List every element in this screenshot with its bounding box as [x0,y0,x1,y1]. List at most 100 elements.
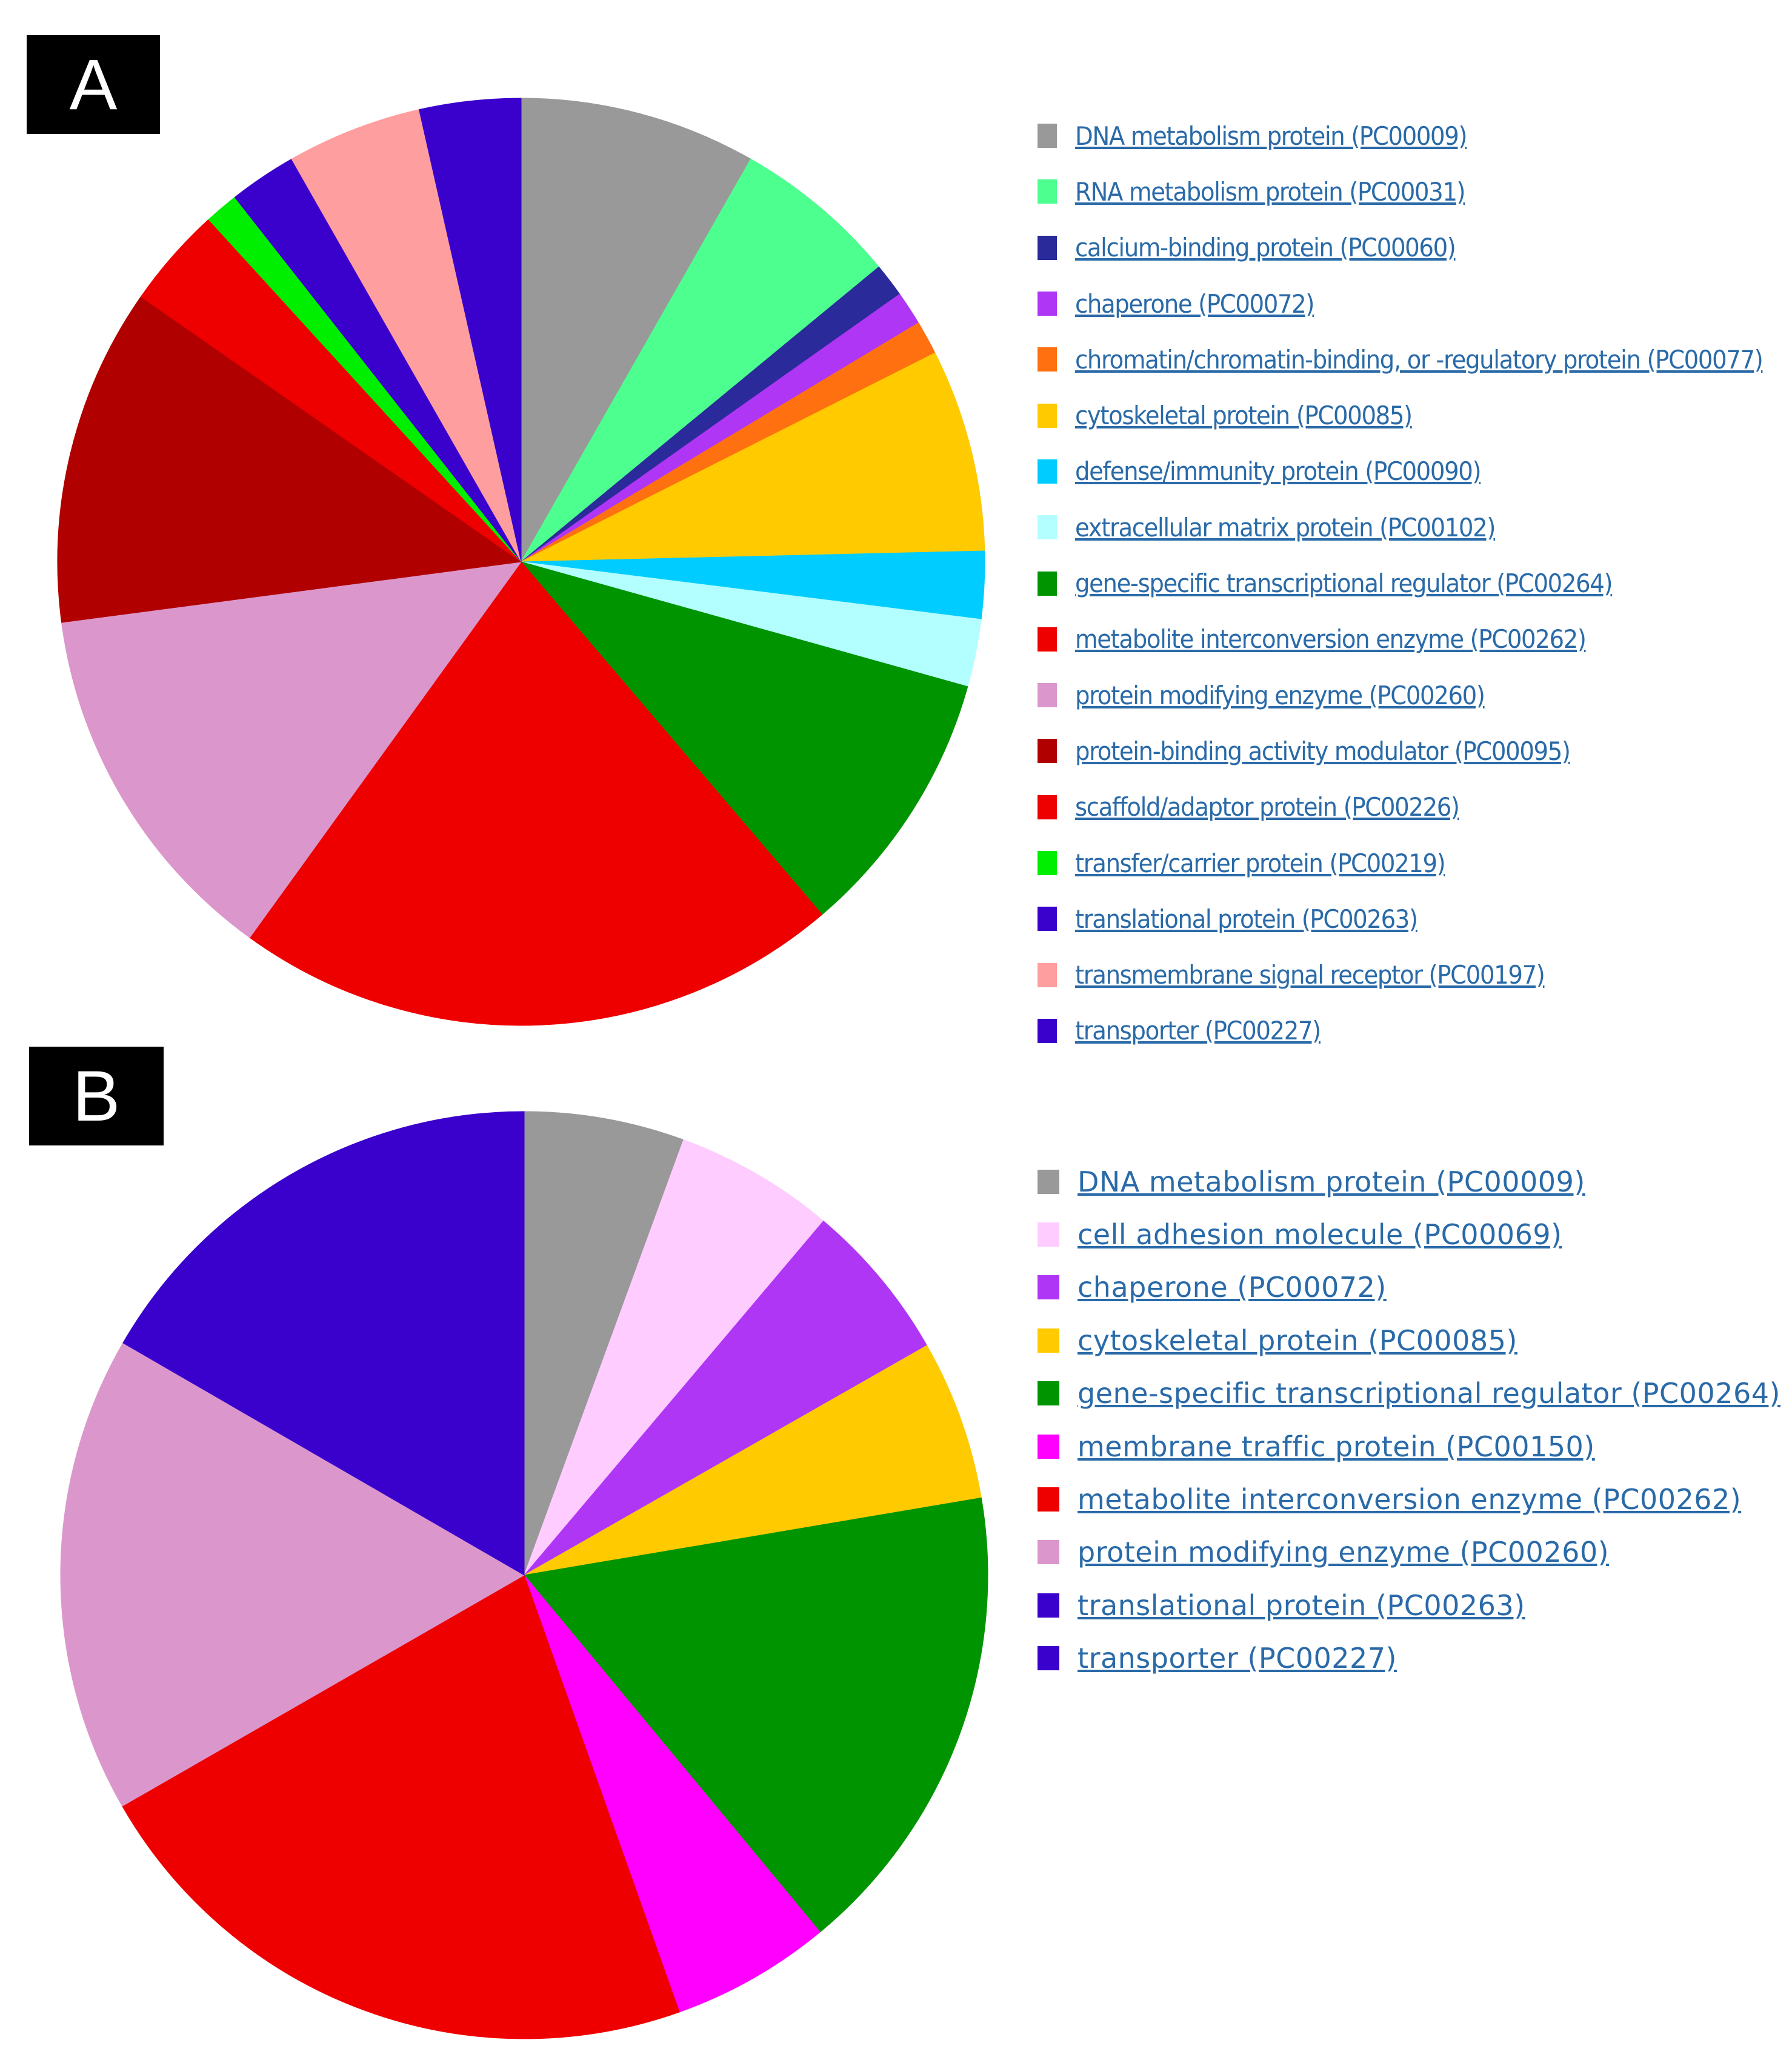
legend-b: DNA metabolism protein (PC00009) cell adh… [1038,1155,1780,1685]
pie-slice [520,561,968,915]
legend-swatch [1038,459,1057,484]
legend-item[interactable]: RNA metabolism protein (PC00031) [1038,164,1792,219]
legend-link[interactable]: metabolite interconversion enzyme (PC002… [1075,624,1587,655]
legend-item[interactable]: translational protein (PC00263) [1038,1579,1780,1632]
pie-slice [524,1575,821,2013]
legend-item[interactable]: membrane traffic protein (PC00150) [1038,1420,1780,1473]
legend-link[interactable]: RNA metabolism protein (PC00031) [1075,176,1466,207]
legend-swatch [1038,627,1057,652]
legend-item[interactable]: transporter (PC00227) [1038,1632,1780,1685]
legend-link[interactable]: gene-specific transcriptional regulator … [1075,568,1613,599]
legend-item[interactable]: scaffold/adaptor protein (PC00226) [1038,779,1792,835]
legend-item[interactable]: cytoskeletal protein (PC00085) [1038,387,1792,443]
legend-link[interactable]: scaffold/adaptor protein (PC00226) [1075,792,1460,822]
pie-slice [227,1111,525,1576]
legend-link[interactable]: membrane traffic protein (PC00150) [1078,1430,1595,1463]
pie-slice [521,352,985,562]
legend-item[interactable]: protein-binding activity modulator (PC00… [1038,723,1792,779]
legend-link[interactable]: protein modifying enzyme (PC00260) [1075,680,1485,710]
legend-swatch [1038,1593,1059,1618]
legend-swatch [1038,1169,1059,1194]
legend-link[interactable]: transmembrane signal receptor (PC00197) [1075,960,1545,990]
pie-slice [524,1497,988,1933]
legend-swatch [1038,1434,1059,1459]
legend-item[interactable]: protein modifying enzyme (PC00260) [1038,667,1792,723]
pie-slice [418,98,522,562]
legend-link[interactable]: translational protein (PC00263) [1075,904,1418,934]
legend-link[interactable]: calcium-binding protein (PC00060) [1075,233,1456,263]
legend-swatch [1038,795,1057,819]
legend-link[interactable]: chaperone (PC00072) [1078,1271,1387,1304]
legend-swatch [1038,1275,1059,1300]
legend-swatch [1038,1328,1059,1353]
pie-slice [57,296,522,623]
legend-a: DNA metabolism protein (PC00009) RNA meta… [1038,108,1792,1059]
legend-link[interactable]: chaperone (PC00072) [1075,288,1314,319]
legend-swatch [1038,1222,1059,1247]
pie-chart-a [57,98,985,1026]
legend-link[interactable]: protein-binding activity modulator (PC00… [1075,736,1571,766]
legend-link[interactable]: DNA metabolism protein (PC00009) [1075,121,1468,151]
legend-swatch [1038,1018,1057,1043]
pie-slice [291,109,522,562]
legend-item[interactable]: protein modifying enzyme (PC00260) [1038,1526,1780,1579]
legend-item[interactable]: chaperone (PC00072) [1038,1261,1780,1314]
legend-link[interactable]: extracellular matrix protein (PC00102) [1075,512,1496,542]
pie-slice [61,561,522,938]
legend-swatch [1038,1381,1059,1406]
legend-item[interactable]: cell adhesion molecule (PC00069) [1038,1208,1780,1261]
pie-slice [122,1575,680,2039]
legend-item[interactable]: gene-specific transcriptional regulator … [1038,1367,1780,1420]
legend-item[interactable]: transmembrane signal receptor (PC00197) [1038,947,1792,1002]
legend-item[interactable]: DNA metabolism protein (PC00009) [1038,108,1792,164]
legend-item[interactable]: transfer/carrier protein (PC00219) [1038,835,1792,891]
legend-swatch [1038,403,1057,428]
legend-item[interactable]: cytoskeletal protein (PC00085) [1038,1314,1780,1367]
legend-link[interactable]: transporter (PC00227) [1078,1642,1397,1675]
legend-link[interactable]: gene-specific transcriptional regulator … [1078,1377,1780,1410]
legend-link[interactable]: DNA metabolism protein (PC00009) [1078,1165,1585,1198]
legend-swatch [1038,739,1057,764]
legend-item[interactable]: translational protein (PC00263) [1038,891,1792,947]
legend-item[interactable]: chromatin/chromatin-binding, or -regulat… [1038,332,1792,387]
legend-swatch [1038,347,1057,372]
legend-link[interactable]: transporter (PC00227) [1075,1016,1321,1046]
legend-item[interactable]: calcium-binding protein (PC00060) [1038,220,1792,276]
legend-swatch [1038,179,1057,204]
legend-swatch [1038,1540,1059,1565]
pie-slice [122,1218,525,1576]
panel-label-a: A [27,35,160,134]
legend-link[interactable]: metabolite interconversion enzyme (PC002… [1078,1483,1742,1516]
legend-swatch [1038,292,1057,316]
legend-link[interactable]: cytoskeletal protein (PC00085) [1075,401,1413,431]
pie-slice [249,561,823,1026]
legend-item[interactable]: transporter (PC00227) [1038,1003,1792,1059]
pie-slice [521,158,879,562]
legend-item[interactable]: metabolite interconversion enzyme (PC002… [1038,612,1792,667]
legend-item[interactable]: DNA metabolism protein (PC00009) [1038,1155,1780,1208]
legend-link[interactable]: chromatin/chromatin-binding, or -regulat… [1075,344,1764,375]
legend-item[interactable]: gene-specific transcriptional regulator … [1038,555,1792,611]
legend-link[interactable]: cell adhesion molecule (PC00069) [1078,1218,1562,1252]
legend-swatch [1038,962,1057,987]
legend-link[interactable]: transfer/carrier protein (PC00219) [1075,848,1446,878]
legend-link[interactable]: protein modifying enzyme (PC00260) [1078,1536,1610,1569]
legend-item[interactable]: defense/immunity protein (PC00090) [1038,444,1792,499]
legend-link[interactable]: translational protein (PC00263) [1078,1588,1525,1622]
legend-item[interactable]: chaperone (PC00072) [1038,276,1792,332]
legend-link[interactable]: defense/immunity protein (PC00090) [1075,456,1482,487]
legend-swatch [1038,1487,1059,1512]
pie-slice [524,1220,928,1576]
legend-swatch [1038,683,1057,708]
pie-slice [60,1342,525,1807]
legend-swatch [1038,907,1057,932]
legend-item[interactable]: extracellular matrix protein (PC00102) [1038,499,1792,555]
legend-swatch [1038,235,1057,260]
pie-slice [521,98,751,563]
panel-label-b: B [29,1047,164,1145]
pie-slice [524,1345,982,1576]
legend-swatch [1038,124,1057,148]
legend-link[interactable]: cytoskeletal protein (PC00085) [1078,1324,1517,1357]
legend-item[interactable]: metabolite interconversion enzyme (PC002… [1038,1473,1780,1525]
